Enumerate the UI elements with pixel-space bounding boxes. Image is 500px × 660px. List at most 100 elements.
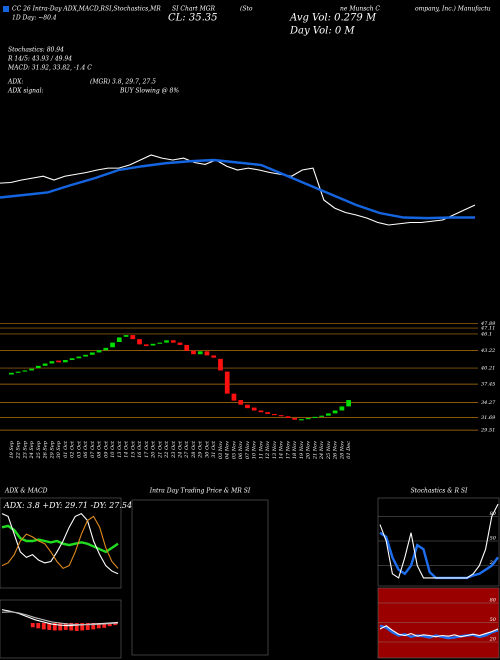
bar <box>58 623 63 631</box>
x-tick-label: 30 Sep <box>56 440 62 458</box>
candle <box>211 355 217 358</box>
candle <box>272 413 277 416</box>
x-tick-label: 05 Nov <box>231 441 237 459</box>
candle <box>22 370 28 372</box>
x-tick-label: 20 Oct <box>151 440 157 459</box>
bar <box>63 623 68 630</box>
x-tick-label: 24 Oct <box>178 440 184 459</box>
y-tick-label: 43.22 <box>480 348 495 354</box>
y-tick-label: 47.89 <box>480 321 496 327</box>
x-tick-label: 12 Nov <box>265 441 271 459</box>
x-tick-label: 17 Nov <box>285 441 291 459</box>
x-tick-label: 24 Sep <box>29 440 35 459</box>
bar <box>80 623 85 631</box>
x-tick-label: 14 Oct <box>124 440 130 458</box>
x-tick-label: 01 Dec <box>346 441 352 459</box>
candle <box>218 358 223 371</box>
panel-title: Stochastics & R SI <box>411 488 468 495</box>
candle <box>49 361 55 364</box>
x-tick-label: 06 Nov <box>238 441 244 459</box>
x-tick-label: 23 Sep <box>22 440 28 459</box>
candle <box>62 360 68 363</box>
bar <box>85 623 90 630</box>
x-tick-label: 07 Nov <box>245 441 251 459</box>
candle <box>89 352 95 355</box>
bar <box>74 623 79 631</box>
title-part: CC 26 Intra-Day ADX,MACD,R <box>12 6 105 13</box>
panel-subtitle: ADX: 3.8 +DY: 29.71 -DY: 27.54 <box>3 501 132 510</box>
adx-signal-label: ADX signal: <box>7 88 44 95</box>
x-tick-label: 11 Nov <box>258 441 264 459</box>
x-tick-label: 25 Nov <box>326 441 332 460</box>
panel <box>377 587 500 659</box>
day-change: 1D Day: ~80.4 <box>12 15 57 22</box>
x-tick-label: 25 Sep <box>36 440 42 459</box>
bar <box>69 623 74 631</box>
candle <box>35 365 41 369</box>
x-tick-label: 09 Oct <box>103 440 109 458</box>
y-tick-label: 80 <box>490 598 497 604</box>
line <box>1 611 119 626</box>
x-tick-label: 18 Nov <box>292 441 298 459</box>
y-tick-label: 31.69 <box>481 415 496 421</box>
close: CL: 35.35 <box>168 13 217 24</box>
candle <box>130 335 136 340</box>
rsi: R 14/5: 43.93 / 49.94 <box>7 56 72 63</box>
bar <box>30 623 35 628</box>
x-tick-label: 06 Oct <box>83 440 89 458</box>
y-tick-label: 46.1 <box>480 331 492 337</box>
x-tick-label: 13 Nov <box>272 441 278 459</box>
x-tick-label: 27 Oct <box>184 440 190 459</box>
avg-vol: Avg Vol: 0.279 M <box>289 13 377 24</box>
x-tick-label: 01 Oct <box>63 440 69 458</box>
macd: MACD: 31.92, 33.82, -1.4 C <box>7 65 92 72</box>
candle <box>42 363 48 366</box>
x-tick-label: 08 Oct <box>97 440 103 458</box>
panel <box>131 499 269 656</box>
title-part: SI,Stochastics,MR <box>105 6 161 13</box>
x-tick-label: 22 Sep <box>16 440 22 459</box>
candle <box>56 360 61 363</box>
candle <box>319 415 325 417</box>
bar <box>107 623 112 627</box>
x-tick-label: 26 Nov <box>333 441 339 460</box>
title-part: ne Munsch C <box>340 6 380 13</box>
x-tick-label: 23 Oct <box>171 440 177 459</box>
y-tick-label: 40.21 <box>480 366 495 372</box>
candle <box>157 342 163 344</box>
line <box>1 513 119 575</box>
candle <box>69 358 75 361</box>
legend-swatch <box>3 6 9 12</box>
candle <box>285 416 291 419</box>
candle <box>312 416 318 419</box>
line <box>0 154 476 226</box>
y-tick-label: 47.11 <box>480 326 495 332</box>
x-tick-label: 10 Nov <box>252 441 258 459</box>
line <box>379 625 499 638</box>
x-tick-label: 03 Nov <box>218 441 224 459</box>
candle <box>116 337 122 343</box>
candle <box>110 342 115 348</box>
candle <box>177 342 183 345</box>
title-part: ompany, Inc.) Manufactu <box>415 6 491 13</box>
x-tick-label: 29 Sep <box>49 440 55 459</box>
candle <box>29 368 34 371</box>
candle <box>326 413 331 416</box>
candle <box>191 350 196 355</box>
candle <box>231 393 237 401</box>
bar <box>47 623 52 630</box>
candle <box>299 419 304 421</box>
candle <box>278 415 284 417</box>
candle <box>245 404 250 409</box>
candle <box>103 347 109 351</box>
candle <box>9 372 14 375</box>
candle <box>332 410 338 414</box>
candle <box>76 356 82 359</box>
title-part: SI Chart MGR <box>172 6 216 13</box>
title-part: (Sto <box>240 6 253 13</box>
x-tick-label: 15 Oct <box>130 440 136 458</box>
x-tick-label: 16 Oct <box>137 440 143 458</box>
x-tick-label: 03 Oct <box>76 440 82 458</box>
bar <box>102 623 107 628</box>
x-tick-label: 31 Oct <box>211 440 217 458</box>
